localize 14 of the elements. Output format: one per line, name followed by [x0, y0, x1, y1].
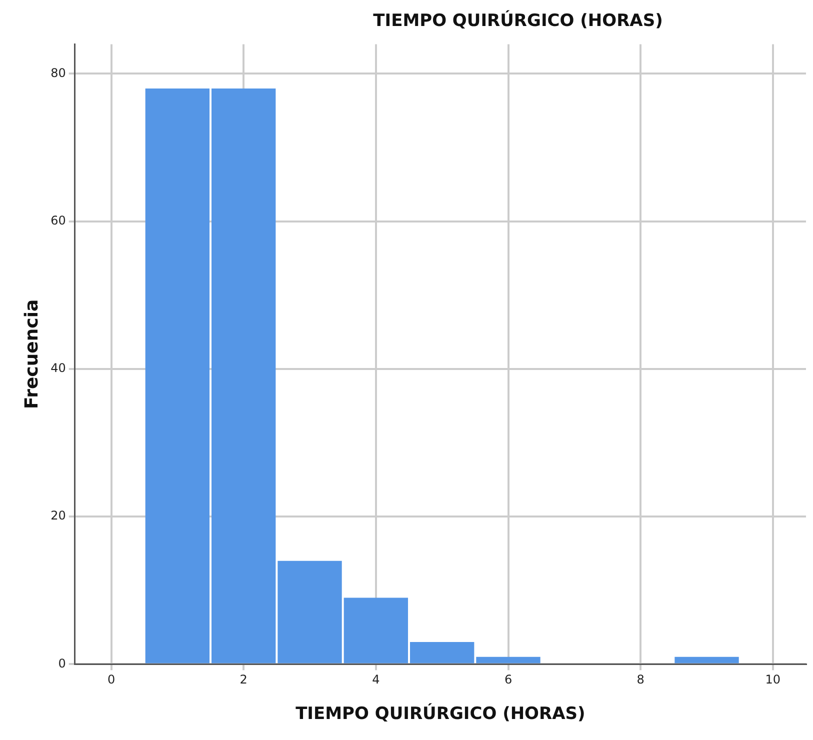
- chart-title: TIEMPO QUIRÚRGICO (HORAS): [372, 9, 664, 33]
- x-tick-label: 4: [372, 672, 380, 687]
- x-tick-label: 8: [636, 672, 644, 687]
- x-tick-label: 2: [240, 672, 248, 687]
- y-tick-label: 80: [50, 66, 66, 80]
- y-tick-label: 60: [50, 213, 66, 228]
- x-tick-label: 6: [504, 672, 512, 687]
- x-tick-label: 10: [765, 672, 781, 687]
- y-tick-label: 20: [50, 508, 66, 523]
- x-axis-title: TIEMPO QUIRÚRGICO (HORAS): [296, 703, 586, 724]
- x-tick-label: 0: [107, 672, 116, 687]
- y-tick-label: 40: [50, 361, 66, 376]
- y-tick-label: 0: [58, 656, 66, 670]
- y-axis-title: Frecuencia: [21, 299, 42, 410]
